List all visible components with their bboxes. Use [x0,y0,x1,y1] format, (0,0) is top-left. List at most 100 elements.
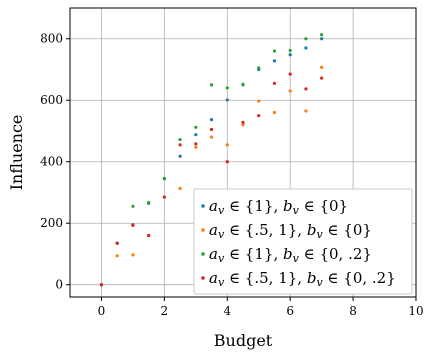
legend-entry-part: v [293,204,300,217]
data-point-series-4 [194,142,198,146]
data-point-series-3 [147,201,151,205]
data-point-series-3 [131,204,135,208]
data-point-series-4 [288,72,292,76]
data-point-series-3 [257,66,261,70]
data-point-series-4 [209,127,214,132]
data-point-series-1 [272,59,277,63]
data-point-series-2 [194,145,198,149]
legend-entry-part: v [218,228,225,241]
y-axis-label: Influence [7,115,26,191]
data-point-series-2 [241,123,245,127]
data-point-series-4 [147,233,151,238]
legend-entry-part: a [209,197,218,215]
data-point-series-1 [225,98,229,102]
data-point-series-3 [162,177,166,181]
x-tick-label: 0 [98,304,106,318]
legend-entry-part: ∈ {0, .2} [323,269,396,287]
legend-entry-part: b [307,269,317,287]
data-point-series-4 [225,160,229,164]
data-point-series-1 [288,53,292,57]
legend-marker [201,204,205,208]
legend-entry: av ∈ {.5, 1}, bv ∈ {0} [209,221,372,241]
x-tick-label: 8 [349,304,357,318]
data-point-series-1 [320,37,324,41]
legend-entry-part: ∈ {0} [323,221,372,239]
y-tick-label: 600 [40,93,63,107]
legend-entry-part: ∈ {.5, 1}, [224,221,307,239]
data-point-series-4 [178,143,182,147]
y-tick-label: 0 [55,278,63,292]
data-point-series-1 [304,46,308,50]
data-point-series-2 [304,109,308,113]
data-point-series-2 [272,110,277,115]
data-point-series-2 [225,143,229,147]
data-point-series-4 [115,241,119,245]
y-tick-label: 800 [40,32,63,46]
data-point-series-2 [178,186,182,191]
legend-entry-part: b [283,197,293,215]
legend-entry-part: v [218,204,225,217]
data-point-series-4 [162,195,166,199]
data-point-series-3 [178,137,182,142]
x-tick-label: 6 [286,304,294,318]
legend-entry-part: v [316,276,323,289]
data-point-series-4 [304,87,308,91]
legend-entry-part: v [316,228,323,241]
data-point-series-1 [178,154,182,158]
data-point-series-2 [288,89,292,93]
data-point-series-2 [115,254,119,258]
plot-area-frame [69,7,417,298]
data-point-series-2 [320,65,324,69]
data-point-series-4 [257,114,261,118]
data-point-series-4 [320,76,324,80]
legend-entry-part: ∈ {1}, [224,197,283,215]
data-point-series-3 [288,48,292,53]
legend-entry-part: v [218,252,225,265]
data-point-series-3 [272,49,277,53]
data-point-series-3 [225,86,229,90]
data-point-series-3 [209,83,214,87]
legend-marker [201,228,205,232]
data-point-series-1 [209,118,214,122]
legend-entry-part: v [293,252,300,265]
x-axis-ticks: 0 2 4 6 8 10 [98,297,424,318]
data-point-series-4 [241,120,245,124]
data-point-series-1 [194,133,198,137]
data-point-series-4 [272,81,277,85]
data-point-series-3 [320,33,324,37]
data-point-series-2 [257,99,261,103]
y-axis-ticks: 0 200 400 600 800 [40,32,70,292]
legend-entry-part: a [209,221,218,239]
x-tick-label: 2 [161,304,169,318]
legend-entry-part: a [209,269,218,287]
x-tick-label: 10 [408,304,423,318]
legend-entry: av ∈ {1}, bv ∈ {0} [209,197,348,217]
data-point-series-3 [241,82,245,86]
x-tick-label: 4 [223,304,231,318]
data-point-series-2 [131,253,135,257]
data-point-series-4 [99,283,104,287]
y-tick-label: 400 [40,155,63,169]
data-point-series-4 [131,223,135,227]
x-axis-label: Budget [214,331,273,350]
legend-entry-part: v [218,276,225,289]
data-point-series-3 [194,125,198,129]
legend-entry-part: b [283,245,293,263]
legend-box [193,188,413,295]
legend-entry-part: ∈ {.5, 1}, [224,269,307,287]
y-tick-label: 200 [40,216,63,230]
data-point-series-3 [304,37,308,41]
legend-marker [201,276,205,280]
legend-entry: av ∈ {.5, 1}, bv ∈ {0, .2} [209,269,396,289]
legend-entry-part: ∈ {0} [299,197,348,215]
data-points [99,33,324,287]
data-point-series-2 [209,135,214,139]
legend: av ∈ {1}, bv ∈ {0}av ∈ {.5, 1}, bv ∈ {0}… [193,188,413,295]
legend-entry-part: ∈ {1}, [224,245,283,263]
legend-entry: av ∈ {1}, bv ∈ {0, .2} [209,245,372,265]
legend-entry-part: ∈ {0, .2} [299,245,372,263]
legend-marker [201,252,205,256]
legend-entry-part: a [209,245,218,263]
legend-entry-part: b [307,221,317,239]
